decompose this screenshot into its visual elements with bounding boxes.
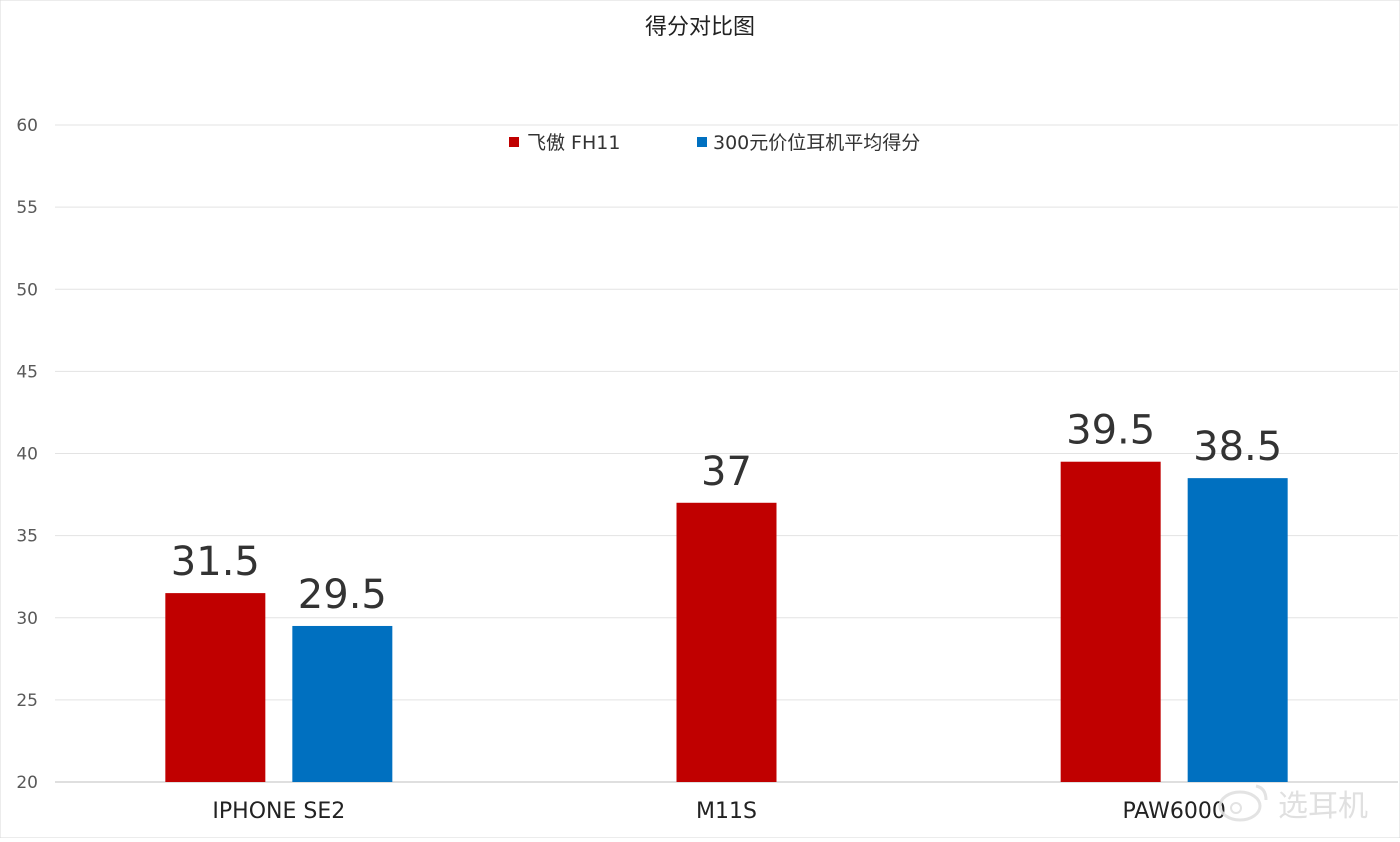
data-label: 39.5 (1066, 408, 1155, 454)
x-tick-label: PAW6000 (1122, 799, 1225, 824)
y-tick-label: 30 (16, 609, 38, 629)
y-tick-label: 35 (16, 527, 38, 547)
x-axis-ticks: IPHONE SE2 M11S PAW6000 (212, 799, 1225, 824)
watermark-text: 选耳机 (1278, 789, 1368, 824)
data-label: 31.5 (171, 539, 260, 585)
x-tick-label: M11S (696, 799, 757, 824)
data-label: 37 (701, 449, 752, 495)
legend-swatch-average (697, 137, 707, 147)
bar-feiao-1 (676, 502, 777, 782)
bar-average-2 (1187, 478, 1288, 782)
data-labels: 31.5 29.5 37 39.5 38.5 (171, 408, 1282, 618)
bar-feiao-0 (165, 593, 266, 782)
data-label: 29.5 (298, 572, 387, 618)
y-tick-label: 55 (16, 198, 38, 218)
data-label: 38.5 (1193, 424, 1282, 470)
legend-swatch-feiao (509, 137, 519, 147)
chart-title: 得分对比图 (645, 15, 755, 40)
bar-feiao-2 (1060, 461, 1161, 782)
weibo-icon (1218, 784, 1268, 822)
legend-label-average: 300元价位耳机平均得分 (713, 132, 920, 154)
y-tick-label: 50 (16, 280, 38, 300)
bars (165, 461, 1288, 782)
y-tick-label: 60 (16, 116, 38, 136)
y-tick-label: 40 (16, 445, 38, 465)
y-tick-label: 45 (16, 362, 38, 382)
grid (55, 124, 1398, 783)
y-axis-ticks: 20 25 30 35 40 45 50 55 60 (16, 116, 38, 793)
x-tick-label: IPHONE SE2 (212, 799, 345, 824)
y-tick-label: 20 (16, 773, 38, 793)
y-tick-label: 25 (16, 691, 38, 711)
legend-label-feiao: 飞傲 FH11 (527, 132, 620, 154)
bar-average-0 (292, 625, 393, 782)
watermark: 选耳机 (1218, 784, 1368, 824)
legend: 飞傲 FH11 300元价位耳机平均得分 (509, 132, 920, 154)
